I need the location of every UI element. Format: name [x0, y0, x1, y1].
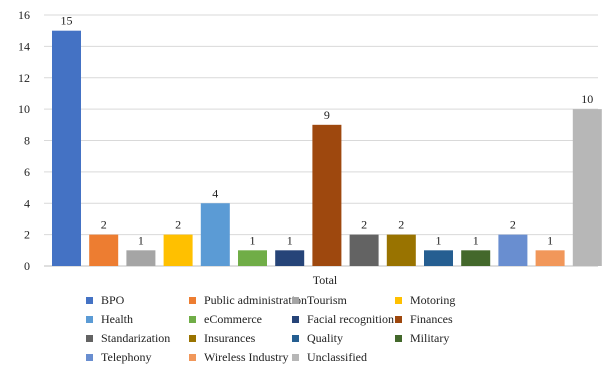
data-label: 15 [61, 14, 73, 28]
legend-item: Facial recognition [292, 311, 394, 327]
bar-telephony [498, 234, 528, 266]
legend-swatch [86, 296, 93, 304]
bar-unclassified [572, 109, 602, 266]
legend-label: eCommerce [204, 311, 262, 326]
legend-item: Health [86, 311, 133, 327]
bar-insurances [386, 234, 416, 266]
y-tick-label: 2 [24, 228, 30, 242]
data-label: 9 [324, 108, 330, 122]
legend-swatch [292, 334, 299, 342]
bar-motoring [163, 234, 193, 266]
legend-swatch [189, 296, 196, 304]
legend-swatch [292, 315, 299, 323]
legend-item: Public administration [189, 292, 307, 308]
data-label: 2 [101, 218, 107, 232]
legend-item: Tourism [292, 292, 347, 308]
legend-item: Telephony [86, 349, 151, 365]
legend-label: Facial recognition [307, 311, 394, 326]
bar-bpo [52, 30, 81, 266]
legend-item: Finances [395, 311, 453, 327]
legend-swatch [189, 353, 196, 361]
data-label: 1 [473, 233, 479, 247]
bar-military [461, 250, 491, 266]
legend-item: BPO [86, 292, 124, 308]
data-label: 4 [212, 186, 218, 200]
legend-item: Military [395, 330, 449, 346]
legend-swatch [189, 334, 196, 342]
y-tick-label: 6 [24, 165, 30, 179]
data-label: 1 [436, 233, 442, 247]
data-label: 1 [547, 233, 553, 247]
legend-label: Motoring [410, 292, 456, 307]
bar-ecommerce [238, 250, 267, 266]
legend-label: Health [101, 311, 133, 326]
legend-label: Quality [307, 330, 343, 345]
y-tick-label: 8 [24, 134, 30, 148]
legend-swatch [395, 315, 402, 323]
legend-item: Insurances [189, 330, 255, 346]
legend-swatch [86, 334, 93, 342]
legend-label: BPO [101, 292, 125, 307]
data-label: 2 [510, 218, 516, 232]
data-label: 2 [361, 218, 367, 232]
legend-swatch [292, 353, 299, 361]
y-tick-label: 4 [24, 196, 30, 210]
legend-swatch [86, 315, 93, 323]
data-label: 2 [175, 218, 181, 232]
bar-tourism [126, 250, 156, 266]
legend-item: Wireless Industry [189, 349, 289, 365]
y-tick-label: 12 [18, 71, 30, 85]
legend-item: eCommerce [189, 311, 262, 327]
bar-health [200, 203, 230, 266]
legend-item: Standarization [86, 330, 170, 346]
legend-item: Motoring [395, 292, 455, 308]
y-axis-ticks: 0 2 4 6 8 10 12 14 16 [18, 8, 30, 273]
legend-label: Wireless Industry [204, 349, 289, 364]
bar-public-administration [89, 234, 119, 266]
data-label: 1 [138, 233, 144, 247]
legend-label: Military [410, 330, 450, 345]
bar-facial-recognition [275, 250, 305, 266]
bar-wireless-industry [535, 250, 565, 266]
legend-label: Insurances [204, 330, 256, 345]
x-axis-label: Total [313, 273, 338, 287]
bar-quality [424, 250, 453, 266]
y-tick-label: 0 [24, 259, 30, 273]
legend-swatch [86, 353, 93, 361]
legend-item: Quality [292, 330, 343, 346]
legend-label: Telephony [101, 349, 152, 364]
legend-swatch [292, 296, 299, 304]
y-tick-label: 14 [18, 39, 30, 53]
legend-label: Finances [410, 311, 453, 326]
data-label: 1 [287, 233, 293, 247]
y-tick-label: 16 [18, 8, 30, 22]
legend-label: Public administration [204, 292, 307, 307]
data-labels: 15 2 1 2 4 1 1 9 2 2 1 1 2 1 10 [61, 14, 594, 248]
bar-finances [312, 124, 342, 266]
bar-standarization [349, 234, 379, 266]
data-label: 10 [581, 92, 593, 106]
legend-swatch [395, 296, 402, 304]
legend-item: Unclassified [292, 349, 367, 365]
legend-swatch [189, 315, 196, 323]
legend-label: Unclassified [307, 349, 367, 364]
legend-swatch [395, 334, 402, 342]
bars [52, 30, 602, 266]
data-label: 1 [250, 233, 256, 247]
legend-label: Tourism [307, 292, 347, 307]
y-tick-label: 10 [18, 102, 30, 116]
legend-label: Standarization [101, 330, 171, 345]
data-label: 2 [398, 218, 404, 232]
